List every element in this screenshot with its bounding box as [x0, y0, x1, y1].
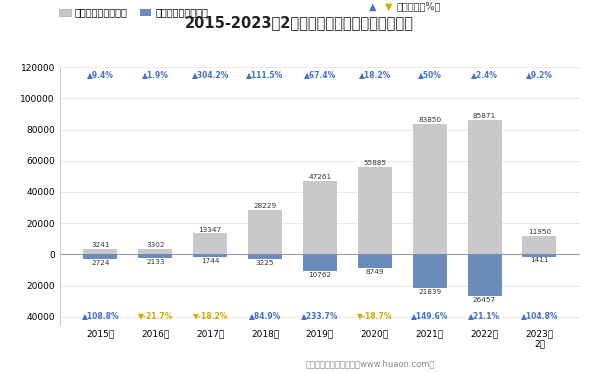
Bar — [303, 254, 337, 271]
Text: 10762: 10762 — [309, 272, 331, 278]
Text: ▲84.9%: ▲84.9% — [249, 311, 281, 320]
Bar — [84, 254, 117, 258]
Text: ▼: ▼ — [385, 1, 392, 12]
Text: ▲50%: ▲50% — [418, 70, 441, 79]
Legend: 出口总额（万美元）, 进口总额（万美元）: 出口总额（万美元）, 进口总额（万美元） — [59, 8, 208, 18]
Bar — [413, 254, 447, 288]
Text: 13347: 13347 — [199, 226, 222, 232]
Bar — [413, 123, 447, 254]
Text: ▲67.4%: ▲67.4% — [304, 70, 336, 79]
Text: 28229: 28229 — [254, 203, 277, 209]
Text: ▲9.2%: ▲9.2% — [526, 70, 553, 79]
Text: 47261: 47261 — [309, 174, 331, 180]
Text: ▲304.2%: ▲304.2% — [191, 70, 229, 79]
Bar — [193, 233, 227, 254]
Text: 21839: 21839 — [418, 289, 441, 295]
Text: 11950: 11950 — [528, 229, 551, 235]
Text: ▲18.2%: ▲18.2% — [359, 70, 391, 79]
Text: 1744: 1744 — [201, 258, 219, 264]
Text: 2724: 2724 — [91, 260, 109, 266]
Text: 2133: 2133 — [146, 258, 164, 264]
Text: ▲2.4%: ▲2.4% — [471, 70, 498, 79]
Bar — [358, 254, 392, 268]
Text: ▼-18.2%: ▼-18.2% — [193, 311, 228, 320]
Bar — [523, 236, 556, 254]
Bar — [523, 254, 556, 257]
Text: 55885: 55885 — [363, 160, 386, 166]
Text: 26457: 26457 — [473, 297, 496, 303]
Text: 3241: 3241 — [91, 242, 109, 248]
Bar — [248, 254, 282, 259]
Text: ▲21.1%: ▲21.1% — [468, 311, 501, 320]
Text: ▲1.9%: ▲1.9% — [142, 70, 169, 79]
Text: ▲: ▲ — [370, 1, 377, 12]
Bar — [138, 249, 172, 254]
Text: ▲108.8%: ▲108.8% — [82, 311, 119, 320]
Bar — [138, 254, 172, 258]
Text: 制图：华经产业研究院（www.huaon.com）: 制图：华经产业研究院（www.huaon.com） — [306, 360, 435, 369]
Text: 2015-2023年2月秦皇岛综合保税区进、出口额: 2015-2023年2月秦皇岛综合保税区进、出口额 — [185, 15, 413, 30]
Bar — [84, 249, 117, 254]
Text: 8749: 8749 — [365, 269, 384, 275]
Text: 83850: 83850 — [418, 117, 441, 123]
Bar — [303, 181, 337, 254]
Text: ▼-21.7%: ▼-21.7% — [138, 311, 173, 320]
Text: 85871: 85871 — [473, 113, 496, 119]
Text: ▲111.5%: ▲111.5% — [246, 70, 283, 79]
Bar — [248, 210, 282, 254]
Bar — [468, 254, 502, 295]
Text: ▲104.8%: ▲104.8% — [521, 311, 558, 320]
Text: ▲233.7%: ▲233.7% — [301, 311, 338, 320]
Text: ▲149.6%: ▲149.6% — [411, 311, 448, 320]
Text: 1411: 1411 — [530, 257, 548, 263]
Bar — [193, 254, 227, 257]
Bar — [358, 167, 392, 254]
Bar — [468, 120, 502, 254]
Text: 3225: 3225 — [256, 260, 274, 266]
Text: ▲9.4%: ▲9.4% — [87, 70, 114, 79]
Text: 3302: 3302 — [146, 242, 164, 248]
Text: 同比增速（%）: 同比增速（%） — [397, 1, 441, 12]
Text: ▼-18.7%: ▼-18.7% — [357, 311, 392, 320]
